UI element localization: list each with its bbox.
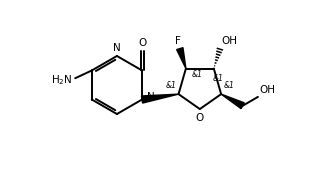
Text: &1: &1 <box>224 81 235 90</box>
Text: &1: &1 <box>212 74 223 83</box>
Text: H$_2$N: H$_2$N <box>51 74 73 87</box>
Text: O: O <box>196 113 204 123</box>
Polygon shape <box>221 94 244 109</box>
Polygon shape <box>142 94 179 103</box>
Text: N: N <box>147 92 155 102</box>
Text: N: N <box>113 43 121 53</box>
Text: OH: OH <box>221 36 237 46</box>
Text: OH: OH <box>259 85 275 95</box>
Text: O: O <box>138 38 146 48</box>
Text: &1: &1 <box>192 70 203 79</box>
Polygon shape <box>177 48 186 69</box>
Text: F: F <box>176 36 181 46</box>
Text: &1: &1 <box>165 81 176 90</box>
